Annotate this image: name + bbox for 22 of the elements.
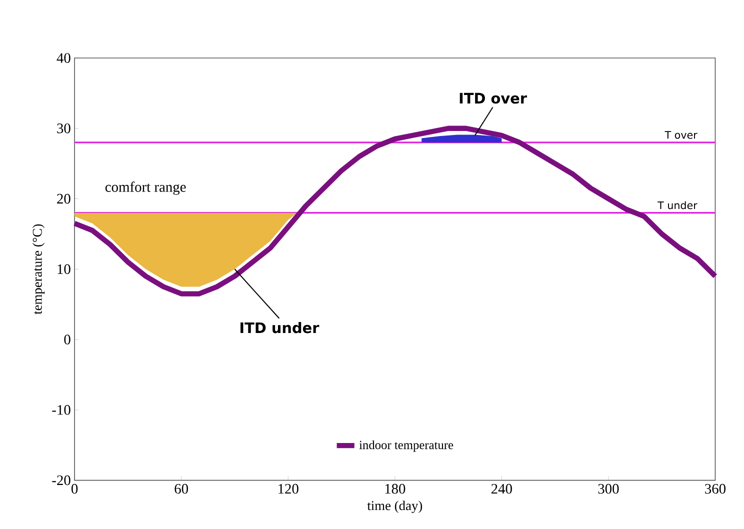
x-tick-label: 300	[598, 484, 619, 494]
x-tick-label: 240	[491, 484, 512, 494]
x-tick-label: 60	[174, 484, 188, 494]
ref-line-label: T over	[664, 131, 698, 139]
y-axis-title: temperature (°C)	[32, 224, 45, 314]
ref-line-label: T under	[658, 201, 698, 210]
x-tick-label: 120	[278, 484, 298, 494]
x-tick-label: 180	[385, 484, 406, 494]
x-tick-label: 360	[705, 484, 726, 494]
y-tick-label: 0	[64, 334, 70, 344]
y-tick-label: -20	[52, 476, 70, 486]
annotation: comfort range	[105, 182, 186, 195]
y-tick-label: 20	[57, 194, 70, 204]
annotation: ITD over	[460, 93, 527, 104]
legend-label: indoor temperature	[359, 440, 454, 452]
y-tick-label: 30	[57, 124, 70, 134]
y-tick-label: 40	[56, 53, 70, 63]
annotation: ITD under	[240, 322, 320, 334]
x-axis-title: time (day)	[367, 500, 422, 514]
y-tick-label: -10	[52, 405, 70, 415]
x-tick-label: 0	[71, 484, 78, 494]
y-tick-label: 10	[58, 264, 70, 274]
